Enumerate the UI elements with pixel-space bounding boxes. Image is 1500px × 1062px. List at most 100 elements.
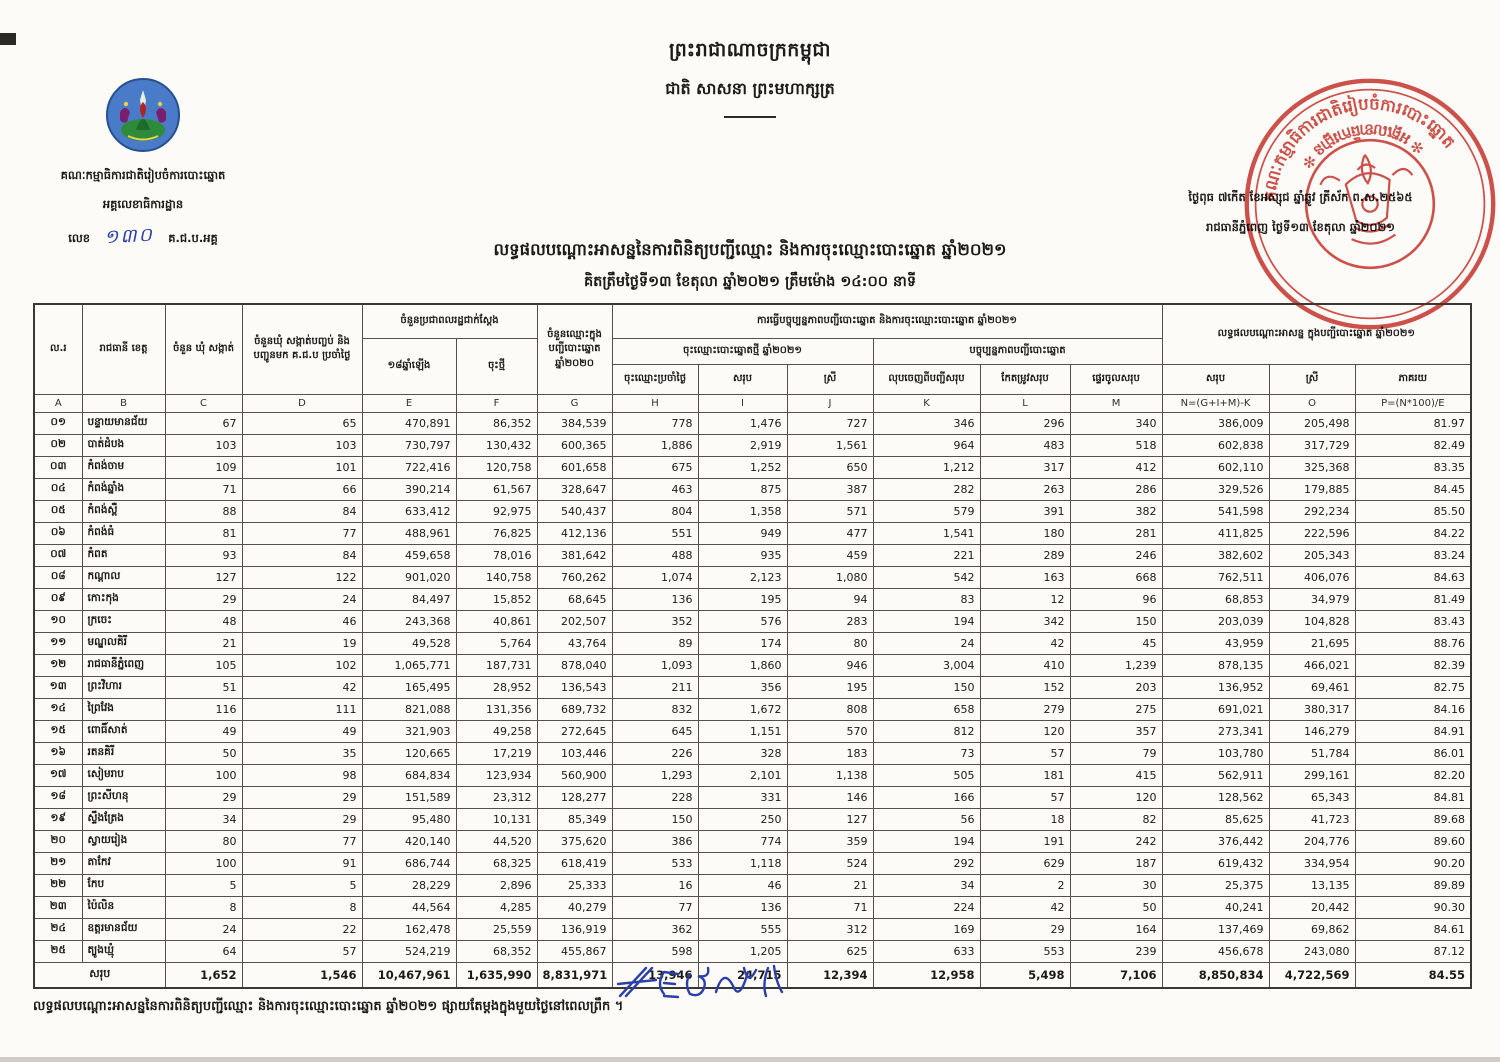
cell-value: 42 (241, 675, 363, 699)
cell-value: 203 (1069, 675, 1163, 699)
cell-value: 84.91 (1354, 719, 1472, 743)
cell-value: 875 (697, 477, 788, 501)
cell-value: 1,205 (697, 939, 788, 963)
table-row: ១៤ ព្រៃវែង 116 111 821,088 131,356 689,732 832 1… (33, 697, 1472, 721)
cell-value: 381,642 (536, 543, 613, 567)
table-row: ២៤ ឧត្តរមានជ័យ 24 22 162,478 25,559 136,919 362… (33, 917, 1472, 941)
cell-value: 658 (872, 697, 981, 721)
cell-value: 76,825 (455, 521, 538, 545)
cell-value: 109 (164, 455, 243, 479)
cell-value: 104,828 (1268, 609, 1356, 633)
cell-value: 684,834 (361, 763, 457, 787)
cell-value: 17,219 (455, 741, 538, 765)
cell-value: 328,647 (536, 477, 613, 501)
table-row: ១៧ សៀមរាប 100 98 684,834 123,934 560,900 1,293 2… (33, 763, 1472, 787)
cell-value: 325,368 (1268, 455, 1356, 479)
cell-value: 1,561 (786, 433, 874, 457)
cell-value: 174 (697, 631, 788, 655)
cell-value: 555 (697, 917, 788, 941)
header-reg-total: សរុប (697, 363, 788, 395)
cell-value: 570 (786, 719, 874, 743)
cell-value: 390,214 (361, 477, 457, 501)
column-letter: D (241, 393, 363, 413)
cell-value: 42 (979, 895, 1071, 919)
cell-value: 203,039 (1161, 609, 1270, 633)
cell-value: 292,234 (1268, 499, 1356, 523)
column-letter: I (697, 393, 788, 413)
column-letter: H (611, 393, 699, 413)
cell-value: 211 (611, 675, 699, 699)
cell-value: 71 (786, 895, 874, 919)
cell-value: 551 (611, 521, 699, 545)
cell-value: 81 (164, 521, 243, 545)
cell-value: 48 (164, 609, 243, 633)
cell-value: 243,368 (361, 609, 457, 633)
province-name: កំពង់ឆ្នាំង (81, 477, 166, 501)
province-name: ត្បូងឃ្មុំ (81, 939, 166, 963)
cell-value: 598 (611, 939, 699, 963)
column-letter: P=(N*100)/E (1354, 393, 1472, 413)
cell-value: 123,934 (455, 763, 538, 787)
row-number: ០៧ (33, 543, 83, 567)
cell-value: 83 (872, 587, 981, 611)
cell-value: 618,419 (536, 851, 613, 875)
row-number: ១៦ (33, 741, 83, 765)
cell-value: 455,867 (536, 939, 613, 963)
header-divider (724, 116, 776, 118)
cell-value: 228 (611, 785, 699, 809)
cell-value: 21 (164, 631, 243, 655)
header-province: រាជធានី ខេត្ត (81, 303, 166, 395)
row-number: ២៥ (33, 939, 83, 963)
cell-value: 12 (979, 587, 1071, 611)
cell-value: 292 (872, 851, 981, 875)
cell-value: 412 (1069, 455, 1163, 479)
reference-number-line: លេខ ១៣០ គ.ជ.ប.អគ្គ (18, 224, 268, 252)
cell-value: 222,596 (1268, 521, 1356, 545)
row-number: ២៤ (33, 917, 83, 941)
column-letter: L (979, 393, 1071, 413)
cell-value: 127 (164, 565, 243, 589)
cell-value: 89.89 (1354, 873, 1472, 897)
row-number: ០៣ (33, 455, 83, 479)
cell-value: 571 (786, 499, 874, 523)
cell-value: 90.20 (1354, 851, 1472, 875)
total-row: សរុប 1,652 1,546 10,467,961 1,635,990 8,831,9… (33, 961, 1472, 988)
cell-value: 49 (241, 719, 363, 743)
row-number: ២២ (33, 873, 83, 897)
cell-value: 183 (786, 741, 874, 765)
total-value: 7,106 (1069, 961, 1163, 988)
cell-value: 263 (979, 477, 1071, 501)
cell-value: 342 (979, 609, 1071, 633)
cell-value: 459,658 (361, 543, 457, 567)
province-name: កំពត (81, 543, 166, 567)
cell-value: 246 (1069, 543, 1163, 567)
cell-value: 275 (1069, 697, 1163, 721)
cell-value: 19 (241, 631, 363, 655)
row-number: ១២ (33, 653, 83, 677)
cell-value: 524,219 (361, 939, 457, 963)
table-row: ០៩ កោះកុង 29 24 84,497 15,852 68,645 136 195 94 83… (33, 587, 1472, 611)
column-letter: M (1069, 393, 1163, 413)
header-reg-female: ស្រី (786, 363, 874, 395)
header-newreg-group: ចុះឈ្មោះបោះឆ្នោតថ្មី ឆ្នាំ២០២១ (611, 337, 874, 365)
cell-value: 1,252 (697, 455, 788, 479)
cell-value: 832 (611, 697, 699, 721)
cell-value: 463 (611, 477, 699, 501)
cell-value: 1,212 (872, 455, 981, 479)
cell-value: 84.16 (1354, 697, 1472, 721)
header-newly: ចុះថ្មី (455, 337, 538, 395)
total-label: សរុប (33, 961, 166, 988)
cell-value: 224 (872, 895, 981, 919)
cell-value: 633,412 (361, 499, 457, 523)
table-row: ០៨ កណ្តាល 127 122 901,020 140,758 760,262 1,074… (33, 565, 1472, 589)
cell-value: 1,065,771 (361, 653, 457, 677)
cell-value: 30 (1069, 873, 1163, 897)
cell-value: 576 (697, 609, 788, 633)
row-number: ០៩ (33, 587, 83, 611)
cell-value: 34,979 (1268, 587, 1356, 611)
cell-value: 686,744 (361, 851, 457, 875)
cell-value: 540,437 (536, 499, 613, 523)
cell-value: 100 (164, 763, 243, 787)
cell-value: 102 (241, 653, 363, 677)
cell-value: 165,495 (361, 675, 457, 699)
